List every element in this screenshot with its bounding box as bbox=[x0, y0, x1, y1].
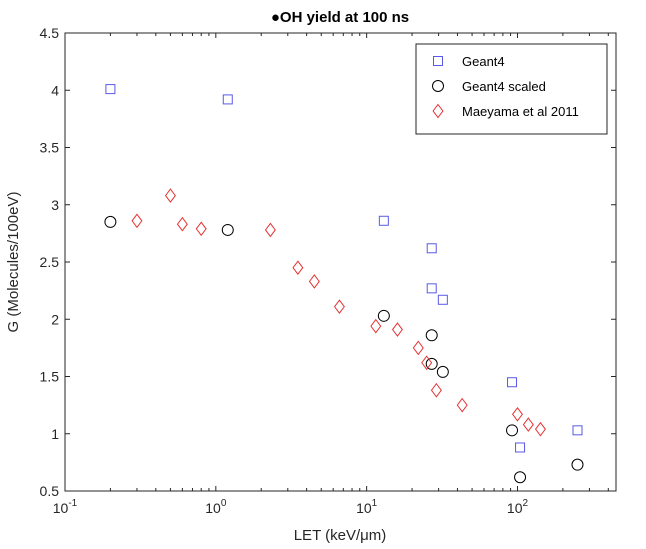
circle-data-point bbox=[425, 357, 438, 370]
y-tick-label: 4.5 bbox=[40, 25, 60, 41]
legend-box bbox=[415, 43, 608, 135]
x-tick-label: 10-1 bbox=[53, 498, 78, 516]
square-data-point bbox=[437, 294, 448, 305]
series-diamond bbox=[131, 188, 546, 437]
diamond-data-point bbox=[131, 213, 143, 229]
circle-data-point bbox=[104, 215, 117, 228]
square-data-point bbox=[515, 442, 526, 453]
y-tick-label: 0.5 bbox=[40, 483, 60, 499]
diamond-data-point bbox=[511, 406, 523, 422]
diamond-data-point bbox=[391, 322, 403, 337]
legend-label: Geant4 bbox=[462, 54, 505, 69]
y-tick-label: 1 bbox=[51, 426, 59, 442]
diamond-data-point bbox=[534, 421, 546, 437]
legend: Geant4 Geant4 scaled Maeyama et al 2011 bbox=[415, 43, 608, 135]
y-tick-label: 2.5 bbox=[40, 254, 60, 270]
y-tick-label: 4 bbox=[51, 82, 59, 98]
legend-label: Maeyama et al 2011 bbox=[462, 104, 579, 119]
diamond-data-point bbox=[195, 221, 207, 237]
x-axis: 10-1 100 101 102 bbox=[53, 33, 609, 516]
y-axis: 0.5 1 1.5 2 2.5 3 3.5 4 4.5 bbox=[40, 25, 616, 499]
diamond-data-point bbox=[308, 274, 320, 289]
diamond-data-point bbox=[456, 397, 468, 413]
series-circle bbox=[104, 215, 584, 484]
circle-data-point bbox=[377, 309, 390, 322]
x-tick-label: 102 bbox=[507, 498, 529, 516]
legend-diamond-marker bbox=[432, 103, 444, 119]
square-data-point bbox=[378, 215, 389, 226]
diamond-data-point bbox=[176, 216, 188, 232]
y-tick-label: 3.5 bbox=[40, 140, 60, 156]
square-data-point bbox=[507, 377, 518, 388]
y-tick-label: 3 bbox=[51, 197, 59, 213]
y-axis-label: G (Molecules/100eV) bbox=[5, 192, 22, 333]
legend-circle-marker bbox=[432, 80, 444, 92]
diamond-data-point bbox=[370, 318, 382, 334]
circle-data-point bbox=[514, 471, 527, 484]
diamond-data-point bbox=[421, 355, 433, 371]
chart-title: ●OH yield at 100 ns bbox=[271, 9, 409, 26]
diamond-data-point bbox=[430, 382, 442, 398]
data-points bbox=[104, 84, 584, 484]
diamond-data-point bbox=[264, 222, 276, 238]
y-tick-label: 2 bbox=[51, 311, 59, 327]
circle-data-point bbox=[436, 365, 449, 378]
diamond-data-point bbox=[164, 188, 176, 203]
square-data-point bbox=[222, 94, 233, 105]
circle-data-point bbox=[221, 223, 234, 236]
legend-square-marker bbox=[433, 56, 443, 66]
square-data-point bbox=[572, 425, 583, 436]
square-data-point bbox=[426, 243, 437, 254]
x-axis-label: LET (keV/μm) bbox=[294, 527, 387, 544]
diamond-data-point bbox=[333, 299, 345, 314]
series-square bbox=[105, 84, 583, 453]
x-tick-label: 100 bbox=[205, 498, 227, 516]
square-data-point bbox=[426, 283, 437, 294]
diamond-data-point bbox=[292, 260, 304, 276]
circle-data-point bbox=[506, 424, 519, 437]
diamond-data-point bbox=[412, 340, 424, 356]
circle-data-point bbox=[571, 458, 584, 471]
x-tick-label: 101 bbox=[356, 498, 378, 516]
y-tick-label: 1.5 bbox=[40, 369, 60, 385]
square-data-point bbox=[105, 84, 116, 95]
diamond-data-point bbox=[522, 417, 534, 432]
legend-label: Geant4 scaled bbox=[462, 79, 546, 94]
circle-data-point bbox=[425, 329, 438, 342]
